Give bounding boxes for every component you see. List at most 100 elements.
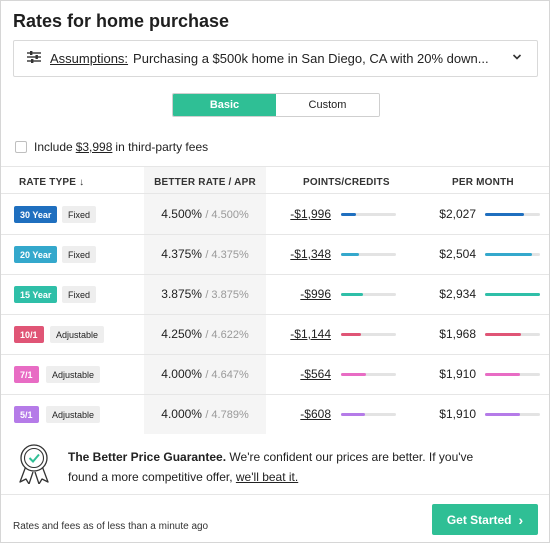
row-divider: [1, 354, 549, 355]
table-row[interactable]: 7/1 Adjustable 4.000% / 4.647% -$564 $1,910: [1, 354, 549, 394]
assumptions-dropdown[interactable]: Assumptions: Purchasing a $500k home in …: [13, 40, 538, 77]
divider: [1, 193, 549, 194]
apr-value: / 4.647%: [205, 369, 249, 381]
rate-value: 3.875%: [161, 287, 202, 301]
row-divider: [1, 314, 549, 315]
column-header-points: POINTS/CREDITS: [303, 177, 390, 188]
term-badge: 10/1: [14, 326, 44, 343]
points-credits-link[interactable]: -$1,144: [290, 327, 331, 341]
term-badge: 5/1: [14, 406, 39, 423]
fees-prefix: Include: [34, 140, 73, 154]
term-badge: 30 Year: [14, 206, 58, 223]
better-rate-column-bg: [144, 166, 266, 434]
page-title: Rates for home purchase: [13, 11, 230, 31]
monthly-payment: $2,504: [439, 247, 476, 261]
term-badge: 20 Year: [14, 246, 58, 263]
third-party-fees-option: Include $3,998 in third-party fees: [15, 140, 208, 154]
divider: [1, 166, 549, 167]
chevron-down-icon[interactable]: [511, 51, 523, 66]
rates-timestamp: Rates and fees as of less than a minute …: [13, 521, 209, 532]
points-bar-fill: [341, 213, 357, 216]
rate-value: 4.250%: [161, 327, 202, 341]
monthly-bar-fill: [485, 213, 524, 216]
beat-it-link[interactable]: we'll beat it.: [235, 470, 299, 484]
points-credits-link[interactable]: -$1,348: [290, 247, 331, 261]
points-bar-fill: [341, 333, 361, 336]
rate-value: 4.000%: [161, 367, 202, 381]
monthly-payment: $1,910: [439, 367, 476, 381]
monthly-bar-fill: [485, 293, 540, 296]
award-ribbon-icon: [16, 442, 52, 489]
points-credits-link[interactable]: -$996: [300, 287, 331, 301]
fees-amount-link[interactable]: $3,998: [75, 140, 113, 154]
table-row[interactable]: 5/1 Adjustable 4.000% / 4.789% -$608 $1,910: [1, 394, 549, 434]
monthly-bar-fill: [485, 333, 522, 336]
fees-checkbox[interactable]: [15, 141, 27, 153]
sort-arrow-icon: ↓: [79, 177, 85, 188]
monthly-bar-fill: [485, 413, 521, 416]
row-divider: [1, 394, 549, 395]
divider: [1, 494, 549, 495]
get-started-label: Get Started: [446, 512, 512, 527]
apr-value: / 4.789%: [205, 409, 249, 421]
points-credits-link[interactable]: -$564: [300, 367, 331, 381]
monthly-bar: [485, 253, 540, 256]
better-rate: 4.250% / 4.622%: [144, 327, 266, 341]
monthly-bar: [485, 333, 540, 336]
price-guarantee: The Better Price Guarantee. We're confid…: [68, 447, 488, 487]
rate-type-tag: Adjustable: [50, 326, 105, 343]
monthly-payment: $1,968: [439, 327, 476, 341]
assumptions-label[interactable]: Assumptions:: [50, 51, 129, 66]
points-bar: [341, 293, 396, 296]
points-bar: [341, 373, 396, 376]
tab-custom[interactable]: Custom: [276, 94, 379, 116]
get-started-button[interactable]: Get Started ›: [432, 504, 538, 535]
monthly-bar: [485, 293, 540, 296]
table-row[interactable]: 30 Year Fixed 4.500% / 4.500% -$1,996 $2,027: [1, 194, 549, 234]
monthly-payment: $2,027: [439, 207, 476, 221]
column-header-better-rate: BETTER RATE / APR: [154, 177, 256, 188]
column-header-rate-type[interactable]: RATE TYPE ↓: [19, 177, 84, 188]
term-badge: 15 Year: [14, 286, 58, 303]
apr-value: / 3.875%: [205, 289, 249, 301]
row-divider: [1, 274, 549, 275]
rate-value: 4.375%: [161, 247, 202, 261]
table-row[interactable]: 20 Year Fixed 4.375% / 4.375% -$1,348 $2,504: [1, 234, 549, 274]
points-bar-fill: [341, 253, 359, 256]
column-header-per-month: PER MONTH: [452, 177, 514, 188]
points-bar-fill: [341, 373, 367, 376]
better-rate: 4.500% / 4.500%: [144, 207, 266, 221]
points-credits-link[interactable]: -$608: [300, 407, 331, 421]
monthly-payment: $1,910: [439, 407, 476, 421]
rate-type-tag: Adjustable: [46, 406, 101, 423]
mode-toggle: Basic Custom: [172, 93, 380, 117]
sliders-icon: [27, 51, 41, 66]
points-bar-fill: [341, 413, 366, 416]
monthly-bar: [485, 213, 540, 216]
rate-type-tag: Fixed: [62, 246, 97, 263]
points-credits-link[interactable]: -$1,996: [290, 207, 331, 221]
monthly-bar: [485, 413, 540, 416]
tab-basic[interactable]: Basic: [173, 94, 276, 116]
apr-value: / 4.622%: [205, 329, 249, 341]
rate-type-tag: Adjustable: [46, 366, 101, 383]
table-row[interactable]: 15 Year Fixed 3.875% / 3.875% -$996 $2,934: [1, 274, 549, 314]
better-rate: 3.875% / 3.875%: [144, 287, 266, 301]
points-bar: [341, 413, 396, 416]
assumptions-text: Purchasing a $500k home in San Diego, CA…: [133, 51, 489, 66]
table-row[interactable]: 10/1 Adjustable 4.250% / 4.622% -$1,144 $1,9…: [1, 314, 549, 354]
apr-value: / 4.500%: [205, 209, 249, 221]
better-rate: 4.000% / 4.647%: [144, 367, 266, 381]
apr-value: / 4.375%: [205, 249, 249, 261]
term-badge: 7/1: [14, 366, 39, 383]
better-rate: 4.375% / 4.375%: [144, 247, 266, 261]
rate-type-tag: Fixed: [62, 286, 97, 303]
better-rate: 4.000% / 4.789%: [144, 407, 266, 421]
rate-value: 4.500%: [161, 207, 202, 221]
points-bar-fill: [341, 293, 363, 296]
rate-type-label: RATE TYPE: [19, 177, 77, 188]
monthly-bar: [485, 373, 540, 376]
monthly-bar-fill: [485, 373, 521, 376]
guarantee-text: We're confident our prices are better. I…: [68, 450, 474, 484]
